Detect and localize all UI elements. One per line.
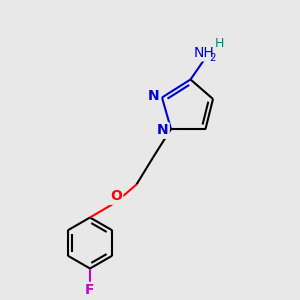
Text: O: O xyxy=(110,190,122,203)
Text: N: N xyxy=(148,89,159,103)
Text: N: N xyxy=(157,124,168,137)
Text: 2: 2 xyxy=(209,52,216,63)
Text: H: H xyxy=(215,37,224,50)
Text: F: F xyxy=(85,283,95,297)
Text: NH: NH xyxy=(194,46,214,60)
